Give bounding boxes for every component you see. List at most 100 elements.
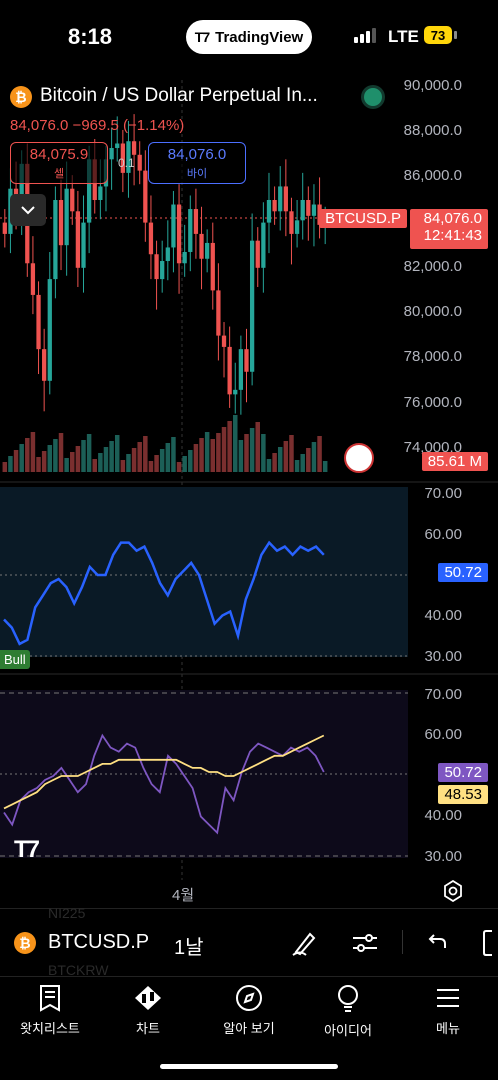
rsi-axis-label: 30.00 xyxy=(424,648,462,665)
nav-label: 차트 xyxy=(136,1021,160,1036)
volume-bar xyxy=(300,454,305,472)
candle-body xyxy=(311,204,317,216)
drawing-tools-icon[interactable] xyxy=(290,928,320,958)
candle-body xyxy=(58,200,64,246)
candle-body xyxy=(300,200,305,221)
volume-bar xyxy=(143,436,148,472)
chart-settings-icon[interactable] xyxy=(442,880,464,902)
bar-countdown: 12:41:43 xyxy=(423,227,482,244)
volume-bar xyxy=(182,456,187,472)
volume-tag: 85.61 M xyxy=(421,452,488,471)
price-axis-label: 86,000.0 xyxy=(403,167,462,184)
chart-icon xyxy=(135,986,161,1010)
volume-bar xyxy=(261,434,266,472)
candle-body xyxy=(115,143,120,149)
nav-explore[interactable]: 알아 보기 xyxy=(199,984,299,1037)
candle-body xyxy=(249,240,255,372)
volume-bar xyxy=(244,434,249,472)
price-axis-label: 90,000.0 xyxy=(403,77,462,94)
candle-body xyxy=(98,186,103,200)
candle-body xyxy=(53,200,58,280)
candle-body xyxy=(120,143,125,173)
menu-icon xyxy=(437,989,459,1007)
nav-watchlist[interactable]: 왓치리스트 xyxy=(0,984,100,1037)
candle-body xyxy=(210,242,215,291)
candle-body xyxy=(233,389,238,395)
network-label: LTE xyxy=(388,27,419,46)
candle-body xyxy=(193,209,199,234)
nav-menu[interactable]: 메뉴 xyxy=(398,984,498,1037)
price-axis-label: 82,000.0 xyxy=(403,258,462,275)
symbol-selector[interactable]: BTCUSD.P xyxy=(48,931,150,953)
battery-icon: 73 xyxy=(424,26,452,44)
home-indicator xyxy=(160,1064,338,1069)
status-time: 8:18 xyxy=(68,24,113,49)
candle-body xyxy=(30,263,36,295)
symbol-title[interactable]: Bitcoin / US Dollar Perpetual In... xyxy=(40,85,318,106)
candle-body xyxy=(255,240,260,268)
tradingview-pill-label: TradingView xyxy=(215,28,304,46)
volume-bars xyxy=(2,415,328,472)
candle-body xyxy=(171,204,176,248)
toolbar-separator xyxy=(402,930,403,954)
sell-button[interactable]: 84,075.9 셀 xyxy=(10,142,108,184)
stoch-d-tag: 48.53 xyxy=(438,785,488,804)
volume-bar xyxy=(58,433,64,472)
market-status-icon[interactable] xyxy=(364,88,382,106)
signal-icon xyxy=(354,28,376,43)
volume-bar xyxy=(317,436,322,472)
fullscreen-icon[interactable] xyxy=(482,928,498,958)
candle-body xyxy=(216,290,221,336)
volume-bar xyxy=(289,435,294,472)
last-price: 84,076.0 xyxy=(423,210,482,227)
collapse-legend-button[interactable] xyxy=(10,194,46,226)
rsi-axis-label: 60.00 xyxy=(424,526,462,543)
volume-bar xyxy=(64,458,69,472)
price-axis-label: 76,000.0 xyxy=(403,394,462,411)
volume-bar xyxy=(13,450,19,472)
volume-bar xyxy=(131,448,137,472)
volume-bar xyxy=(277,447,283,472)
candle-body xyxy=(148,222,154,255)
rsi-value-tag: 50.72 xyxy=(438,563,488,582)
buy-button[interactable]: 84,076.0 바이 xyxy=(148,142,246,184)
volume-bar xyxy=(221,427,227,472)
candle-body xyxy=(137,154,142,171)
stoch-axis-label: 70.00 xyxy=(424,686,462,703)
volume-bar xyxy=(120,460,126,472)
indicators-icon[interactable] xyxy=(350,928,380,958)
price-change: 84,076.0 −969.5 (−1.14%) xyxy=(10,117,185,134)
volume-bar xyxy=(75,446,81,472)
volume-bar xyxy=(47,445,53,472)
candle-body xyxy=(306,200,311,216)
candle-body xyxy=(165,247,170,262)
candle-body xyxy=(261,222,266,268)
volume-bar xyxy=(272,453,277,472)
volume-bar xyxy=(30,432,36,472)
stoch-axis-label: 30.00 xyxy=(424,848,462,865)
bitcoin-logo-icon: ₿ xyxy=(14,932,36,954)
undo-icon[interactable] xyxy=(424,928,450,954)
candle-body xyxy=(227,346,232,395)
tradingview-pill[interactable]: T7 TradingView xyxy=(186,20,312,54)
interval-selector[interactable]: 1날 xyxy=(174,937,204,959)
symbol-price-tag: BTCUSD.P xyxy=(319,209,407,228)
candle-body xyxy=(131,141,137,155)
volume-bar xyxy=(41,451,47,472)
candle-body xyxy=(154,254,159,280)
candle-body xyxy=(2,222,7,234)
price-axis-label: 80,000.0 xyxy=(403,303,462,320)
volume-bar xyxy=(233,415,238,472)
nav-ideas[interactable]: 아이디어 xyxy=(298,984,398,1039)
stoch-k-tag: 50.72 xyxy=(438,763,488,782)
last-price-tag: 84,076.0 12:41:43 xyxy=(410,209,488,249)
volume-bar xyxy=(19,444,24,472)
nav-chart[interactable]: 차트 xyxy=(98,984,198,1037)
volume-bar xyxy=(294,460,300,472)
us-flag-icon[interactable] xyxy=(344,443,374,473)
candle-body xyxy=(19,163,24,205)
buy-price: 84,076.0 xyxy=(167,145,227,163)
volume-bar xyxy=(283,441,289,472)
bulb-icon xyxy=(338,985,358,1012)
candle-body xyxy=(64,188,69,246)
